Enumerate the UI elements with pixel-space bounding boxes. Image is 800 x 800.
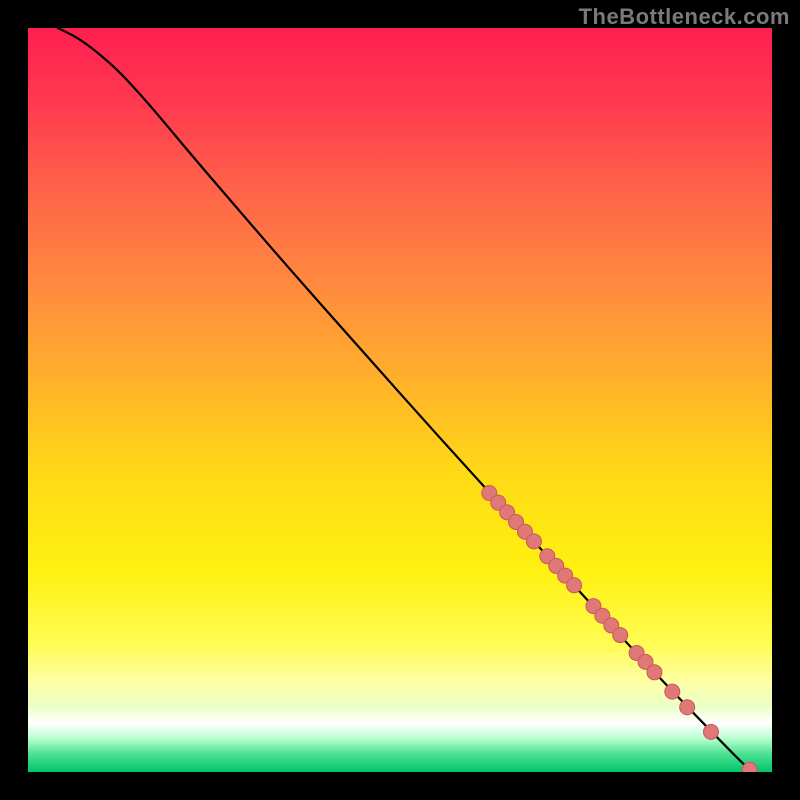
chart-frame: TheBottleneck.com xyxy=(0,0,800,800)
data-marker xyxy=(526,534,541,549)
plot-svg xyxy=(28,28,772,772)
data-marker xyxy=(665,684,680,699)
data-marker xyxy=(680,700,695,715)
data-marker xyxy=(613,628,628,643)
data-marker xyxy=(703,724,718,739)
data-marker xyxy=(567,578,582,593)
watermark-text: TheBottleneck.com xyxy=(579,4,790,30)
data-marker xyxy=(647,665,662,680)
gradient-background xyxy=(28,28,772,772)
plot-area xyxy=(28,28,772,772)
